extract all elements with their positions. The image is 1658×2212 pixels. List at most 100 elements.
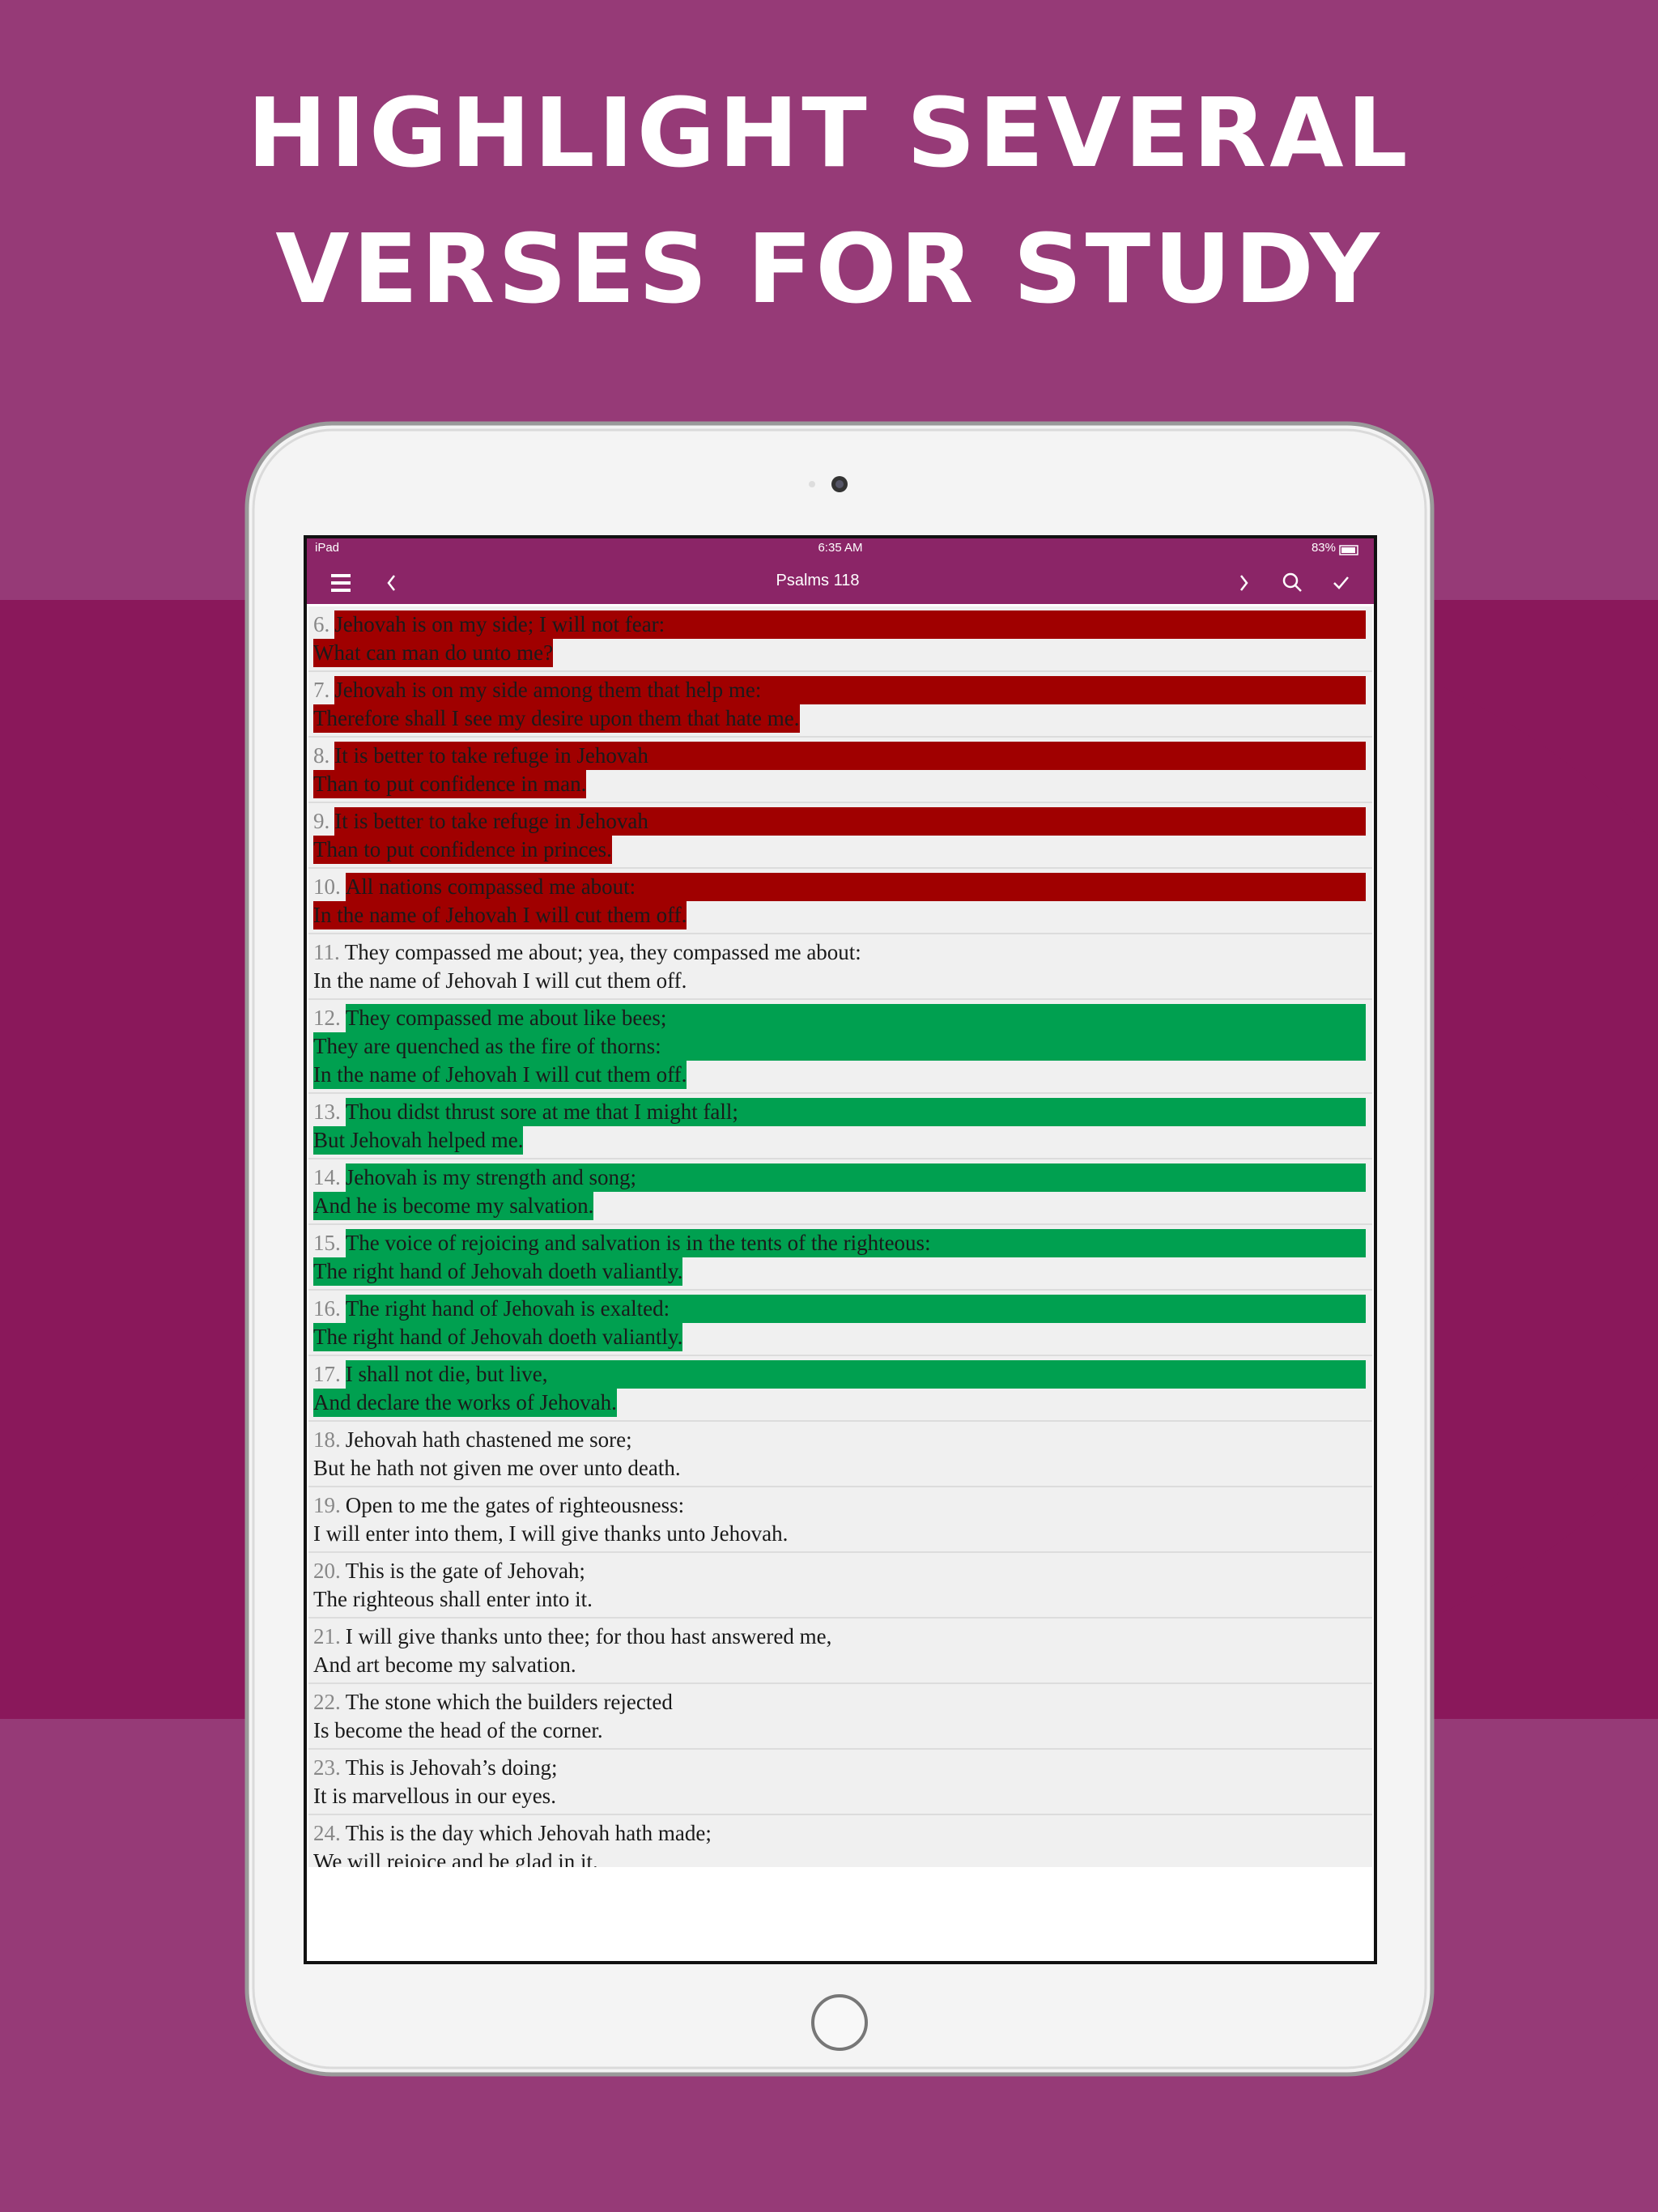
- verse-line: 24. This is the day which Jehovah hath ma…: [313, 1819, 1372, 1848]
- verse-text: In the name of Jehovah I will cut them o…: [313, 1061, 687, 1089]
- nav-title: Psalms 118: [776, 572, 860, 589]
- verse-line: Than to put confidence in princes.: [313, 836, 1372, 864]
- verse[interactable]: 22. The stone which the builders rejected…: [308, 1684, 1372, 1750]
- verse-text: This is the day which Jehovah hath made;: [345, 1821, 712, 1845]
- verse-text: Therefore shall I see my desire upon the…: [313, 704, 800, 733]
- verse-line: 22. The stone which the builders rejected: [313, 1688, 1372, 1716]
- verse-line: 9. It is better to take refuge in Jehovah: [313, 807, 1372, 836]
- verse-line: But he hath not given me over unto death…: [313, 1454, 1372, 1482]
- verse-line: 12. They compassed me about like bees;: [313, 1004, 1372, 1032]
- verse-number: 19.: [313, 1493, 341, 1517]
- verse[interactable]: 19. Open to me the gates of righteousness…: [308, 1487, 1372, 1553]
- verse-text: Than to put confidence in princes.: [313, 836, 612, 864]
- verse-text: Than to put confidence in man.: [313, 770, 587, 798]
- verse-line: And art become my salvation.: [313, 1651, 1372, 1679]
- verse-line: I will enter into them, I will give than…: [313, 1520, 1372, 1548]
- verse-number: 8.: [313, 743, 330, 768]
- verse[interactable]: 8. It is better to take refuge in Jehovah…: [308, 738, 1372, 803]
- verse-text: It is better to take refuge in Jehovah: [334, 807, 1366, 836]
- verse[interactable]: 21. I will give thanks unto thee; for tho…: [308, 1619, 1372, 1684]
- verse-text: And he is become my salvation.: [313, 1192, 594, 1220]
- verse-list: 6. Jehovah is on my side; I will not fear…: [308, 606, 1372, 1867]
- verse[interactable]: 16. The right hand of Jehovah is exalted:…: [308, 1291, 1372, 1356]
- verse-number: 17.: [313, 1362, 341, 1386]
- verse-text: The right hand of Jehovah is exalted:: [345, 1295, 1366, 1323]
- verse[interactable]: 12. They compassed me about like bees; The…: [308, 1000, 1372, 1094]
- verse-text: We will rejoice and be glad in it.: [313, 1849, 598, 1867]
- verse-text: I shall not die, but live,: [345, 1360, 1366, 1389]
- verse-text: They compassed me about like bees;: [345, 1004, 1366, 1032]
- verse-text: In the name of Jehovah I will cut them o…: [313, 901, 687, 929]
- verse-line: The right hand of Jehovah doeth valiantl…: [313, 1323, 1372, 1351]
- verse-line: They are quenched as the fire of thorns:: [313, 1032, 1372, 1061]
- verse-text: The right hand of Jehovah doeth valiantl…: [313, 1323, 683, 1351]
- verse-line: It is marvellous in our eyes.: [313, 1782, 1372, 1810]
- verse-number: 22.: [313, 1690, 341, 1714]
- verse-number: 10.: [313, 874, 341, 899]
- verse[interactable]: 10. All nations compassed me about: In the…: [308, 869, 1372, 934]
- verse[interactable]: 15. The voice of rejoicing and salvation …: [308, 1225, 1372, 1291]
- headline: HIGHLIGHT SEVERAL VERSES FOR STUDY: [0, 65, 1658, 337]
- verse-line: 20. This is the gate of Jehovah;: [313, 1557, 1372, 1585]
- verse-line: 6. Jehovah is on my side; I will not fear…: [313, 610, 1372, 639]
- verse[interactable]: 24. This is the day which Jehovah hath ma…: [308, 1815, 1372, 1867]
- verse-line: In the name of Jehovah I will cut them o…: [313, 901, 1372, 929]
- verse-line: Than to put confidence in man.: [313, 770, 1372, 798]
- verse-line: But Jehovah helped me.: [313, 1126, 1372, 1155]
- verse-text: And art become my salvation.: [313, 1653, 576, 1677]
- verse-text: All nations compassed me about:: [345, 873, 1366, 901]
- verse-text: The voice of rejoicing and salvation is …: [345, 1229, 1366, 1257]
- verse-number: 14.: [313, 1165, 341, 1189]
- verse-text: The righteous shall enter into it.: [313, 1587, 593, 1611]
- headline-line: VERSES FOR STUDY: [275, 213, 1383, 325]
- verse-text: I will enter into them, I will give than…: [313, 1521, 789, 1546]
- verse[interactable]: 14. Jehovah is my strength and song; And h…: [308, 1159, 1372, 1225]
- verse-number: 11.: [313, 940, 340, 964]
- verse[interactable]: 6. Jehovah is on my side; I will not fear…: [308, 606, 1372, 672]
- verse-number: 9.: [313, 809, 330, 833]
- verse-number: 15.: [313, 1231, 341, 1255]
- verse-text: I will give thanks unto thee; for thou h…: [345, 1624, 832, 1648]
- verse-text: Jehovah is on my side among them that he…: [334, 676, 1366, 704]
- verse-text: Open to me the gates of righteousness:: [345, 1493, 685, 1517]
- verse-number: 12.: [313, 1006, 341, 1030]
- verse-line: And declare the works of Jehovah.: [313, 1389, 1372, 1417]
- verse[interactable]: 7. Jehovah is on my side among them that …: [308, 672, 1372, 738]
- verse-line: 7. Jehovah is on my side among them that …: [313, 676, 1372, 704]
- verse-line: In the name of Jehovah I will cut them o…: [313, 1061, 1372, 1089]
- status-time: 6:35 AM: [818, 541, 863, 555]
- verse-line: What can man do unto me?: [313, 639, 1372, 667]
- verse[interactable]: 23. This is Jehovah’s doing; It is marvell…: [308, 1750, 1372, 1815]
- verse-text: This is Jehovah’s doing;: [345, 1755, 558, 1780]
- verse[interactable]: 20. This is the gate of Jehovah; The right…: [308, 1553, 1372, 1619]
- verse-line: We will rejoice and be glad in it.: [313, 1848, 1372, 1867]
- verse-number: 21.: [313, 1624, 341, 1648]
- verse-line: Therefore shall I see my desire upon the…: [313, 704, 1372, 733]
- verse-text: This is the gate of Jehovah;: [345, 1559, 585, 1583]
- verse-line: 13. Thou didst thrust sore at me that I m…: [313, 1098, 1372, 1126]
- verse-text: The right hand of Jehovah doeth valiantl…: [313, 1257, 683, 1286]
- verse[interactable]: 17. I shall not die, but live, And declare…: [308, 1356, 1372, 1422]
- verse-text: Jehovah is my strength and song;: [345, 1163, 1366, 1192]
- verse-text: In the name of Jehovah I will cut them o…: [313, 968, 687, 993]
- verse-line: 8. It is better to take refuge in Jehovah: [313, 742, 1372, 770]
- verse[interactable]: 11. They compassed me about; yea, they co…: [308, 934, 1372, 1000]
- verse[interactable]: 18. Jehovah hath chastened me sore; But he…: [308, 1422, 1372, 1487]
- verse[interactable]: 13. Thou didst thrust sore at me that I m…: [308, 1094, 1372, 1159]
- verse-line: 14. Jehovah is my strength and song;: [313, 1163, 1372, 1192]
- verse-text: Jehovah hath chastened me sore;: [345, 1427, 632, 1452]
- verse-number: 24.: [313, 1821, 341, 1845]
- verse-text: But Jehovah helped me.: [313, 1126, 524, 1155]
- verse-text: But he hath not given me over unto death…: [313, 1456, 681, 1480]
- verse-text: And declare the works of Jehovah.: [313, 1389, 617, 1417]
- verse-text: The stone which the builders rejected: [345, 1690, 673, 1714]
- verse-text: They are quenched as the fire of thorns:: [313, 1032, 1366, 1061]
- verse-number: 16.: [313, 1296, 341, 1321]
- verse-text: What can man do unto me?: [313, 639, 554, 667]
- verse-number: 6.: [313, 612, 330, 636]
- status-battery: 83%: [1311, 541, 1336, 555]
- verse[interactable]: 9. It is better to take refuge in Jehovah…: [308, 803, 1372, 869]
- verse-line: Is become the head of the corner.: [313, 1716, 1372, 1745]
- verse-line: 23. This is Jehovah’s doing;: [313, 1754, 1372, 1782]
